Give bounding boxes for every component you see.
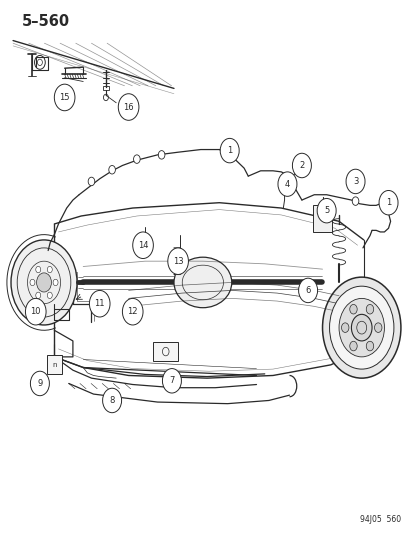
Text: 5–560: 5–560 — [21, 14, 69, 29]
Circle shape — [322, 277, 400, 378]
Circle shape — [298, 278, 317, 303]
Text: 4: 4 — [284, 180, 290, 189]
Circle shape — [162, 368, 181, 393]
Circle shape — [316, 198, 335, 223]
Circle shape — [11, 240, 77, 325]
Bar — [47, 356, 62, 374]
Text: 16: 16 — [123, 102, 133, 111]
Circle shape — [220, 139, 239, 163]
Ellipse shape — [173, 257, 231, 308]
Circle shape — [89, 290, 110, 317]
Circle shape — [30, 279, 35, 286]
Circle shape — [351, 197, 358, 205]
Circle shape — [329, 286, 393, 369]
Circle shape — [277, 172, 296, 196]
Circle shape — [349, 341, 356, 351]
Circle shape — [341, 323, 348, 333]
Text: 3: 3 — [352, 177, 357, 186]
Circle shape — [109, 165, 115, 174]
Circle shape — [25, 298, 46, 325]
Circle shape — [36, 266, 40, 273]
Text: 8: 8 — [109, 396, 114, 405]
Circle shape — [286, 173, 292, 181]
Circle shape — [88, 177, 95, 185]
Bar — [313, 205, 331, 232]
Text: n: n — [52, 362, 57, 368]
Text: 13: 13 — [172, 257, 183, 265]
Text: 2: 2 — [299, 161, 304, 170]
Circle shape — [53, 279, 58, 286]
Circle shape — [349, 304, 356, 314]
Text: 6: 6 — [305, 286, 310, 295]
Circle shape — [167, 248, 188, 274]
Text: 11: 11 — [94, 299, 105, 308]
Circle shape — [351, 314, 371, 341]
Circle shape — [158, 151, 164, 159]
Circle shape — [36, 273, 51, 292]
Circle shape — [374, 323, 381, 333]
Circle shape — [36, 292, 40, 298]
Circle shape — [118, 94, 139, 120]
Circle shape — [366, 341, 373, 351]
Text: 15: 15 — [59, 93, 70, 102]
Circle shape — [30, 371, 49, 395]
Circle shape — [54, 84, 75, 111]
Circle shape — [338, 298, 384, 357]
Text: 94J05  560: 94J05 560 — [359, 515, 400, 524]
Text: 1: 1 — [226, 146, 232, 155]
Text: 7: 7 — [169, 376, 174, 385]
Text: 10: 10 — [31, 307, 41, 316]
Circle shape — [47, 292, 52, 298]
Circle shape — [366, 304, 373, 314]
Text: 9: 9 — [37, 379, 43, 388]
Circle shape — [133, 232, 153, 259]
Circle shape — [47, 266, 52, 273]
Text: 14: 14 — [138, 241, 148, 250]
Circle shape — [122, 298, 143, 325]
Bar — [153, 342, 178, 361]
Text: 5: 5 — [323, 206, 328, 215]
Circle shape — [345, 169, 364, 193]
Circle shape — [292, 154, 311, 177]
Text: 12: 12 — [127, 307, 138, 316]
Bar — [127, 304, 140, 312]
Circle shape — [133, 155, 140, 164]
Text: 1: 1 — [385, 198, 390, 207]
Circle shape — [378, 190, 397, 215]
Circle shape — [102, 388, 121, 413]
Bar — [103, 86, 109, 90]
